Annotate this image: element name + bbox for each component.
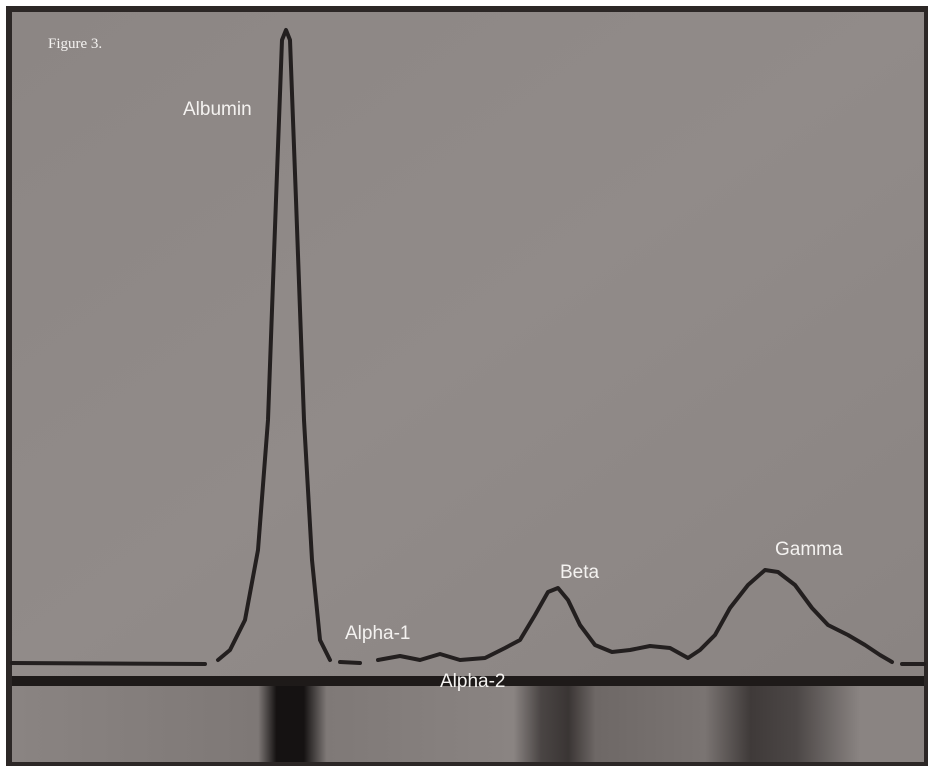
peak-label: Gamma xyxy=(775,539,843,560)
gel-strip xyxy=(12,686,924,762)
figure: Figure 3. Albumin Alpha-1 Alpha-2 Beta G… xyxy=(0,0,932,769)
figure-label: Figure 3. xyxy=(48,36,102,52)
peak-label: Albumin xyxy=(183,99,252,120)
peak-label: Alpha-1 xyxy=(345,623,411,644)
peak-label: Alpha-2 xyxy=(440,671,506,692)
plot-area xyxy=(12,12,924,676)
peak-label: Beta xyxy=(560,562,600,583)
